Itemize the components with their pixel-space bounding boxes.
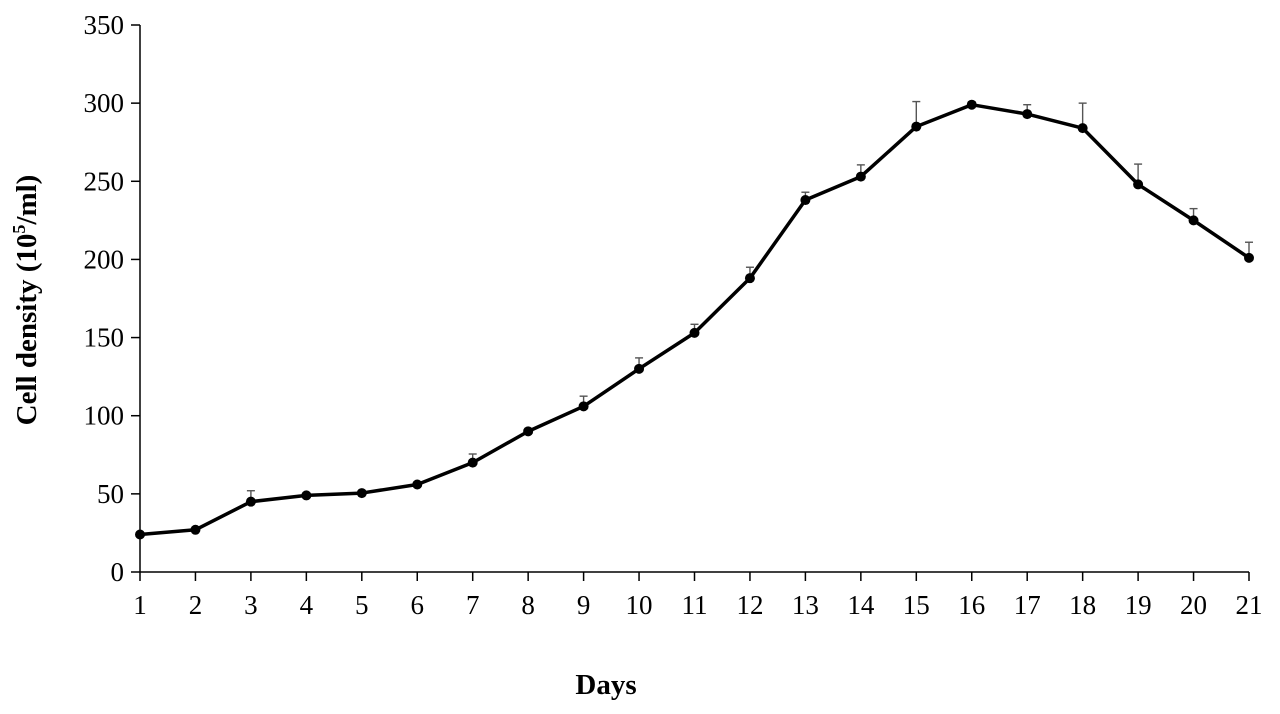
data-point	[1133, 179, 1144, 190]
data-point	[523, 426, 534, 437]
x-tick-label: 6	[411, 590, 425, 620]
data-point	[190, 524, 201, 535]
data-point	[1022, 109, 1033, 120]
y-tick-label: 250	[84, 166, 125, 196]
data-point	[689, 327, 700, 338]
data-point	[578, 401, 589, 412]
data-point	[245, 496, 256, 507]
data-points	[135, 99, 1254, 540]
data-point	[800, 195, 811, 206]
x-axis-ticks: 1 2 3 4 5 6 7 8 9 10 11 12 13 14 15 16 17 18 19 20 21	[133, 572, 1263, 620]
data-point	[467, 457, 478, 468]
y-axis-title-main: Cell density (10	[11, 234, 43, 426]
y-axis-title: Cell density (105/ml)	[9, 175, 43, 426]
x-tick-label: 17	[1014, 590, 1041, 620]
data-point	[744, 273, 755, 284]
y-axis-title-end: /ml)	[11, 175, 43, 226]
data-point	[135, 529, 145, 540]
data-point	[412, 479, 423, 490]
x-tick-label: 2	[189, 590, 203, 620]
data-point	[966, 99, 977, 110]
data-point	[855, 171, 866, 182]
x-tick-label: 11	[682, 590, 708, 620]
error-bars	[136, 100, 1253, 535]
x-tick-label: 3	[244, 590, 258, 620]
x-tick-label: 8	[521, 590, 535, 620]
data-point	[634, 363, 645, 374]
x-tick-label: 10	[626, 590, 653, 620]
y-tick-label: 200	[84, 244, 125, 274]
series	[139, 102, 1250, 537]
y-tick-label: 100	[84, 401, 125, 431]
x-tick-label: 19	[1125, 590, 1152, 620]
x-tick-label: 21	[1236, 590, 1263, 620]
y-axis-title-superscript: 5	[9, 225, 29, 234]
y-tick-label: 150	[84, 323, 125, 353]
y-axis-ticks: 0 50 100 150 200 250 300 350	[84, 10, 140, 587]
y-tick-label: 350	[84, 10, 125, 40]
data-point	[1244, 252, 1254, 263]
x-tick-label: 5	[355, 590, 369, 620]
x-tick-label: 20	[1180, 590, 1207, 620]
x-tick-label: 15	[903, 590, 930, 620]
data-point	[301, 490, 312, 501]
series-line	[139, 102, 1250, 537]
x-tick-label: 13	[792, 590, 819, 620]
x-tick-label: 4	[300, 590, 314, 620]
x-tick-label: 9	[577, 590, 591, 620]
x-axis-title: Days	[575, 669, 636, 701]
x-tick-label: 14	[847, 590, 875, 620]
x-tick-label: 16	[958, 590, 985, 620]
x-tick-label: 7	[466, 590, 480, 620]
y-tick-label: 0	[111, 557, 125, 587]
data-point	[1188, 215, 1199, 226]
x-tick-label: 18	[1069, 590, 1096, 620]
y-tick-label: 300	[84, 88, 125, 118]
x-tick-label: 1	[133, 590, 147, 620]
data-point	[911, 121, 922, 132]
x-tick-label: 12	[736, 590, 763, 620]
y-tick-label: 50	[97, 479, 124, 509]
data-point	[1077, 123, 1088, 134]
data-point	[356, 488, 367, 499]
